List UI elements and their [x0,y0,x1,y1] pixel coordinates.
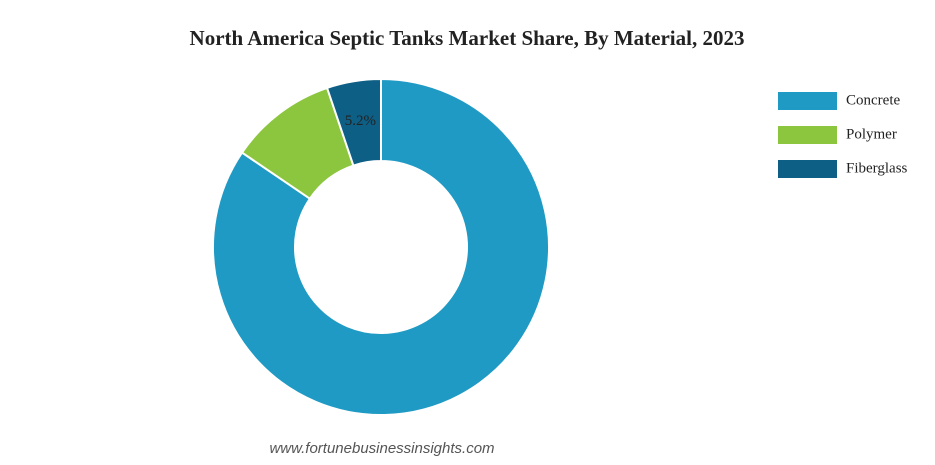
legend-swatch [778,160,837,178]
legend-swatch [778,126,837,144]
legend-label: Polymer [846,126,897,142]
slice [325,77,382,167]
chart-title: North America Septic Tanks Market Share,… [190,26,745,50]
legend-swatch [778,92,837,110]
legend-label: Fiberglass [846,160,908,176]
value-label: 5.2% [345,113,376,129]
source: www.fortunebusinessinsights.com [269,440,494,457]
legend-label: Concrete [846,92,900,108]
slice [212,77,550,416]
